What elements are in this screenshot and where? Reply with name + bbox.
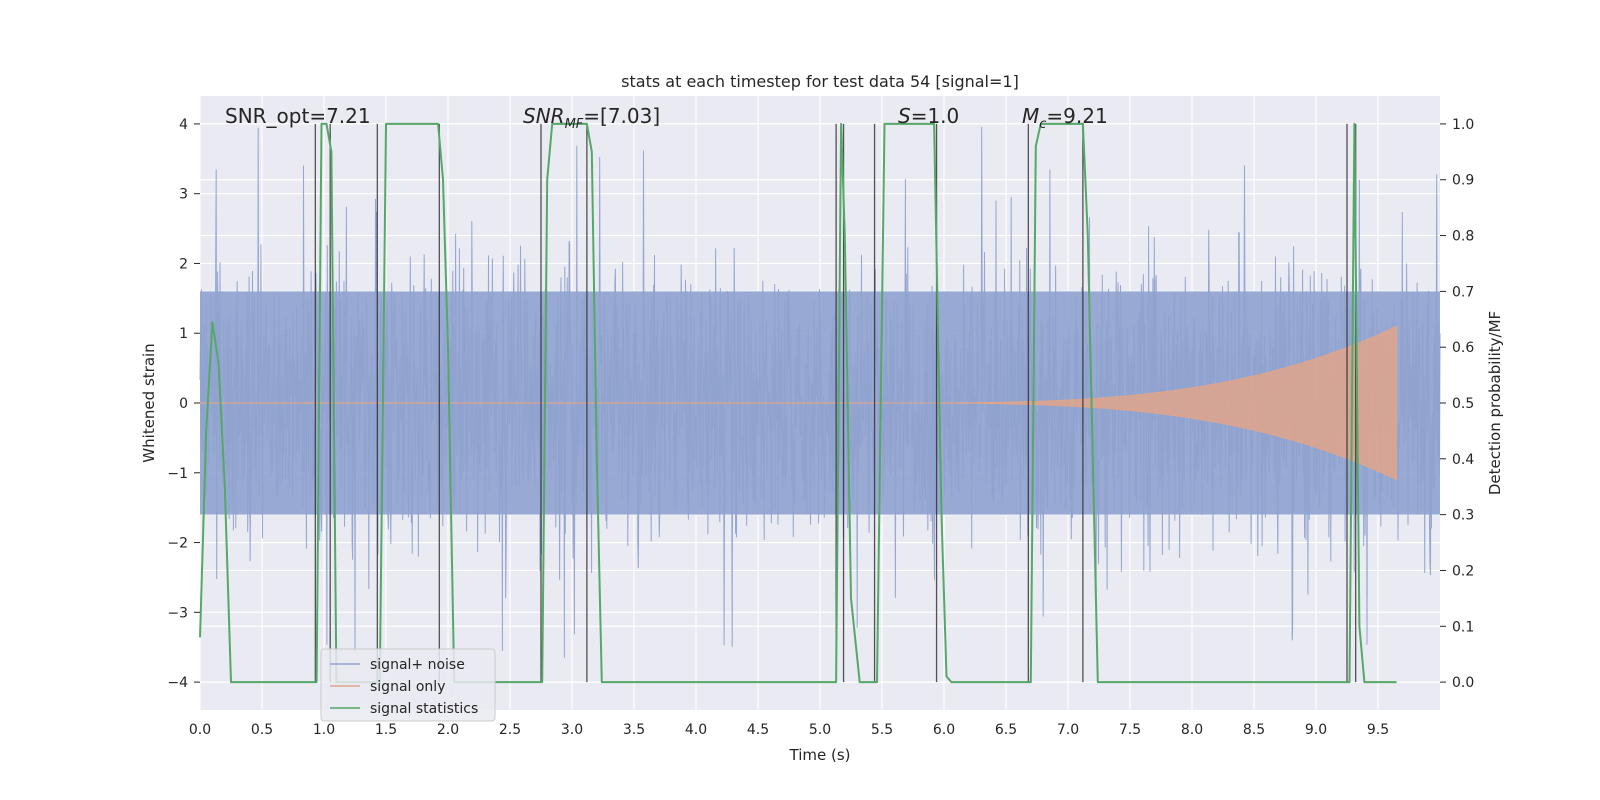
y-axis-label-left: Whitened strain: [140, 343, 158, 462]
annotation-s-value: =1.0: [911, 104, 960, 128]
x-axis-label: Time (s): [789, 746, 851, 764]
y-tick-label-right: 0.5: [1452, 396, 1474, 412]
y-tick-label-right: 0.4: [1452, 452, 1474, 468]
y-tick-label-left: 0: [179, 396, 188, 412]
annotation-snr-mf-subscript: MF: [565, 117, 584, 132]
annotation-snr-mf-value: =[7.03]: [583, 104, 660, 128]
x-tick-label: 9.0: [1305, 722, 1327, 738]
legend-label-signal-noise: signal+ noise: [370, 657, 465, 673]
x-tick-labels: 0.0 0.5 1.0 1.5 2.0 2.5 3.0 3.5 4.0 4.5 5.0 5.5 6.0 6…: [189, 722, 1389, 738]
y-tick-label-left: 1: [179, 326, 188, 342]
annotation-s: S=1.0: [898, 104, 959, 128]
x-tick-label: 5.5: [871, 722, 893, 738]
y-tick-label-right: 0.1: [1452, 619, 1474, 635]
y-tick-label-right: 0.9: [1452, 173, 1474, 189]
x-tick-label: 3.5: [623, 722, 645, 738]
x-tick-label: 7.5: [1119, 722, 1141, 738]
annotation-snr-opt: SNR_opt=7.21: [225, 104, 371, 128]
y-tick-label-right: 0.7: [1452, 284, 1474, 300]
annotation-mc-symbol: M: [1022, 104, 1039, 128]
y-tick-label-left: 4: [179, 117, 188, 133]
y-tick-labels-right: 1.0 0.9 0.8 0.7 0.6 0.5 0.4 0.3 0.2 0.1 0.0: [1440, 117, 1474, 691]
x-tick-label: 3.0: [561, 722, 583, 738]
x-tick-label: 8.0: [1181, 722, 1203, 738]
y-tick-label-right: 0.0: [1452, 675, 1474, 691]
y-tick-label-left: −1: [167, 466, 188, 482]
annotation-mc-value: =9.21: [1046, 104, 1107, 128]
x-tick-label: 0.5: [251, 722, 273, 738]
legend-label-signal-only: signal only: [370, 679, 445, 695]
x-tick-label: 9.5: [1367, 722, 1389, 738]
legend: signal+ noise signal only signal statist…: [320, 648, 496, 722]
y-axis-label-right: Detection probability/MF: [1486, 311, 1504, 495]
y-tick-labels-left: 4 3 2 1 0 −1 −2 −3 −4: [167, 117, 200, 691]
x-tick-label: 2.5: [499, 722, 521, 738]
y-tick-label-left: 3: [179, 187, 188, 203]
x-tick-label: 5.0: [809, 722, 831, 738]
y-tick-label-right: 0.2: [1452, 563, 1474, 579]
signal-only-chirp: [882, 325, 1398, 481]
x-tick-label: 0.0: [189, 722, 211, 738]
x-tick-label: 6.5: [995, 722, 1017, 738]
legend-label-signal-statistics: signal statistics: [370, 701, 478, 717]
x-tick-label: 7.0: [1057, 722, 1079, 738]
annotation-mc-subscript: c: [1039, 117, 1046, 132]
x-tick-label: 1.0: [313, 722, 335, 738]
y-tick-label-left: −3: [167, 605, 188, 621]
annotation-s-symbol: S: [898, 104, 911, 128]
annotation-snr-mf: SNRMF=[7.03]: [523, 104, 660, 132]
x-tick-label: 2.0: [437, 722, 459, 738]
x-tick-label: 6.0: [933, 722, 955, 738]
legend-box: [320, 648, 496, 722]
signal-statistics-series: [199, 122, 1397, 684]
y-tick-label-right: 0.3: [1452, 508, 1474, 524]
y-tick-label-right: 0.8: [1452, 229, 1474, 245]
y-tick-label-left: −4: [167, 675, 188, 691]
y-tick-label-right: 1.0: [1452, 117, 1474, 133]
x-tick-label: 4.0: [685, 722, 707, 738]
signal-statistics-line: [199, 122, 1397, 684]
y-tick-label-right: 0.6: [1452, 340, 1474, 356]
x-tick-label: 8.5: [1243, 722, 1265, 738]
annotation-mc: Mc=9.21: [1022, 104, 1108, 132]
y-tick-label-left: 2: [179, 256, 188, 272]
x-tick-label: 1.5: [375, 722, 397, 738]
chart-title: stats at each timestep for test data 54 …: [621, 72, 1019, 91]
annotation-snr-mf-symbol: SNR: [523, 104, 565, 128]
y-tick-label-left: −2: [167, 536, 188, 552]
x-tick-label: 4.5: [747, 722, 769, 738]
